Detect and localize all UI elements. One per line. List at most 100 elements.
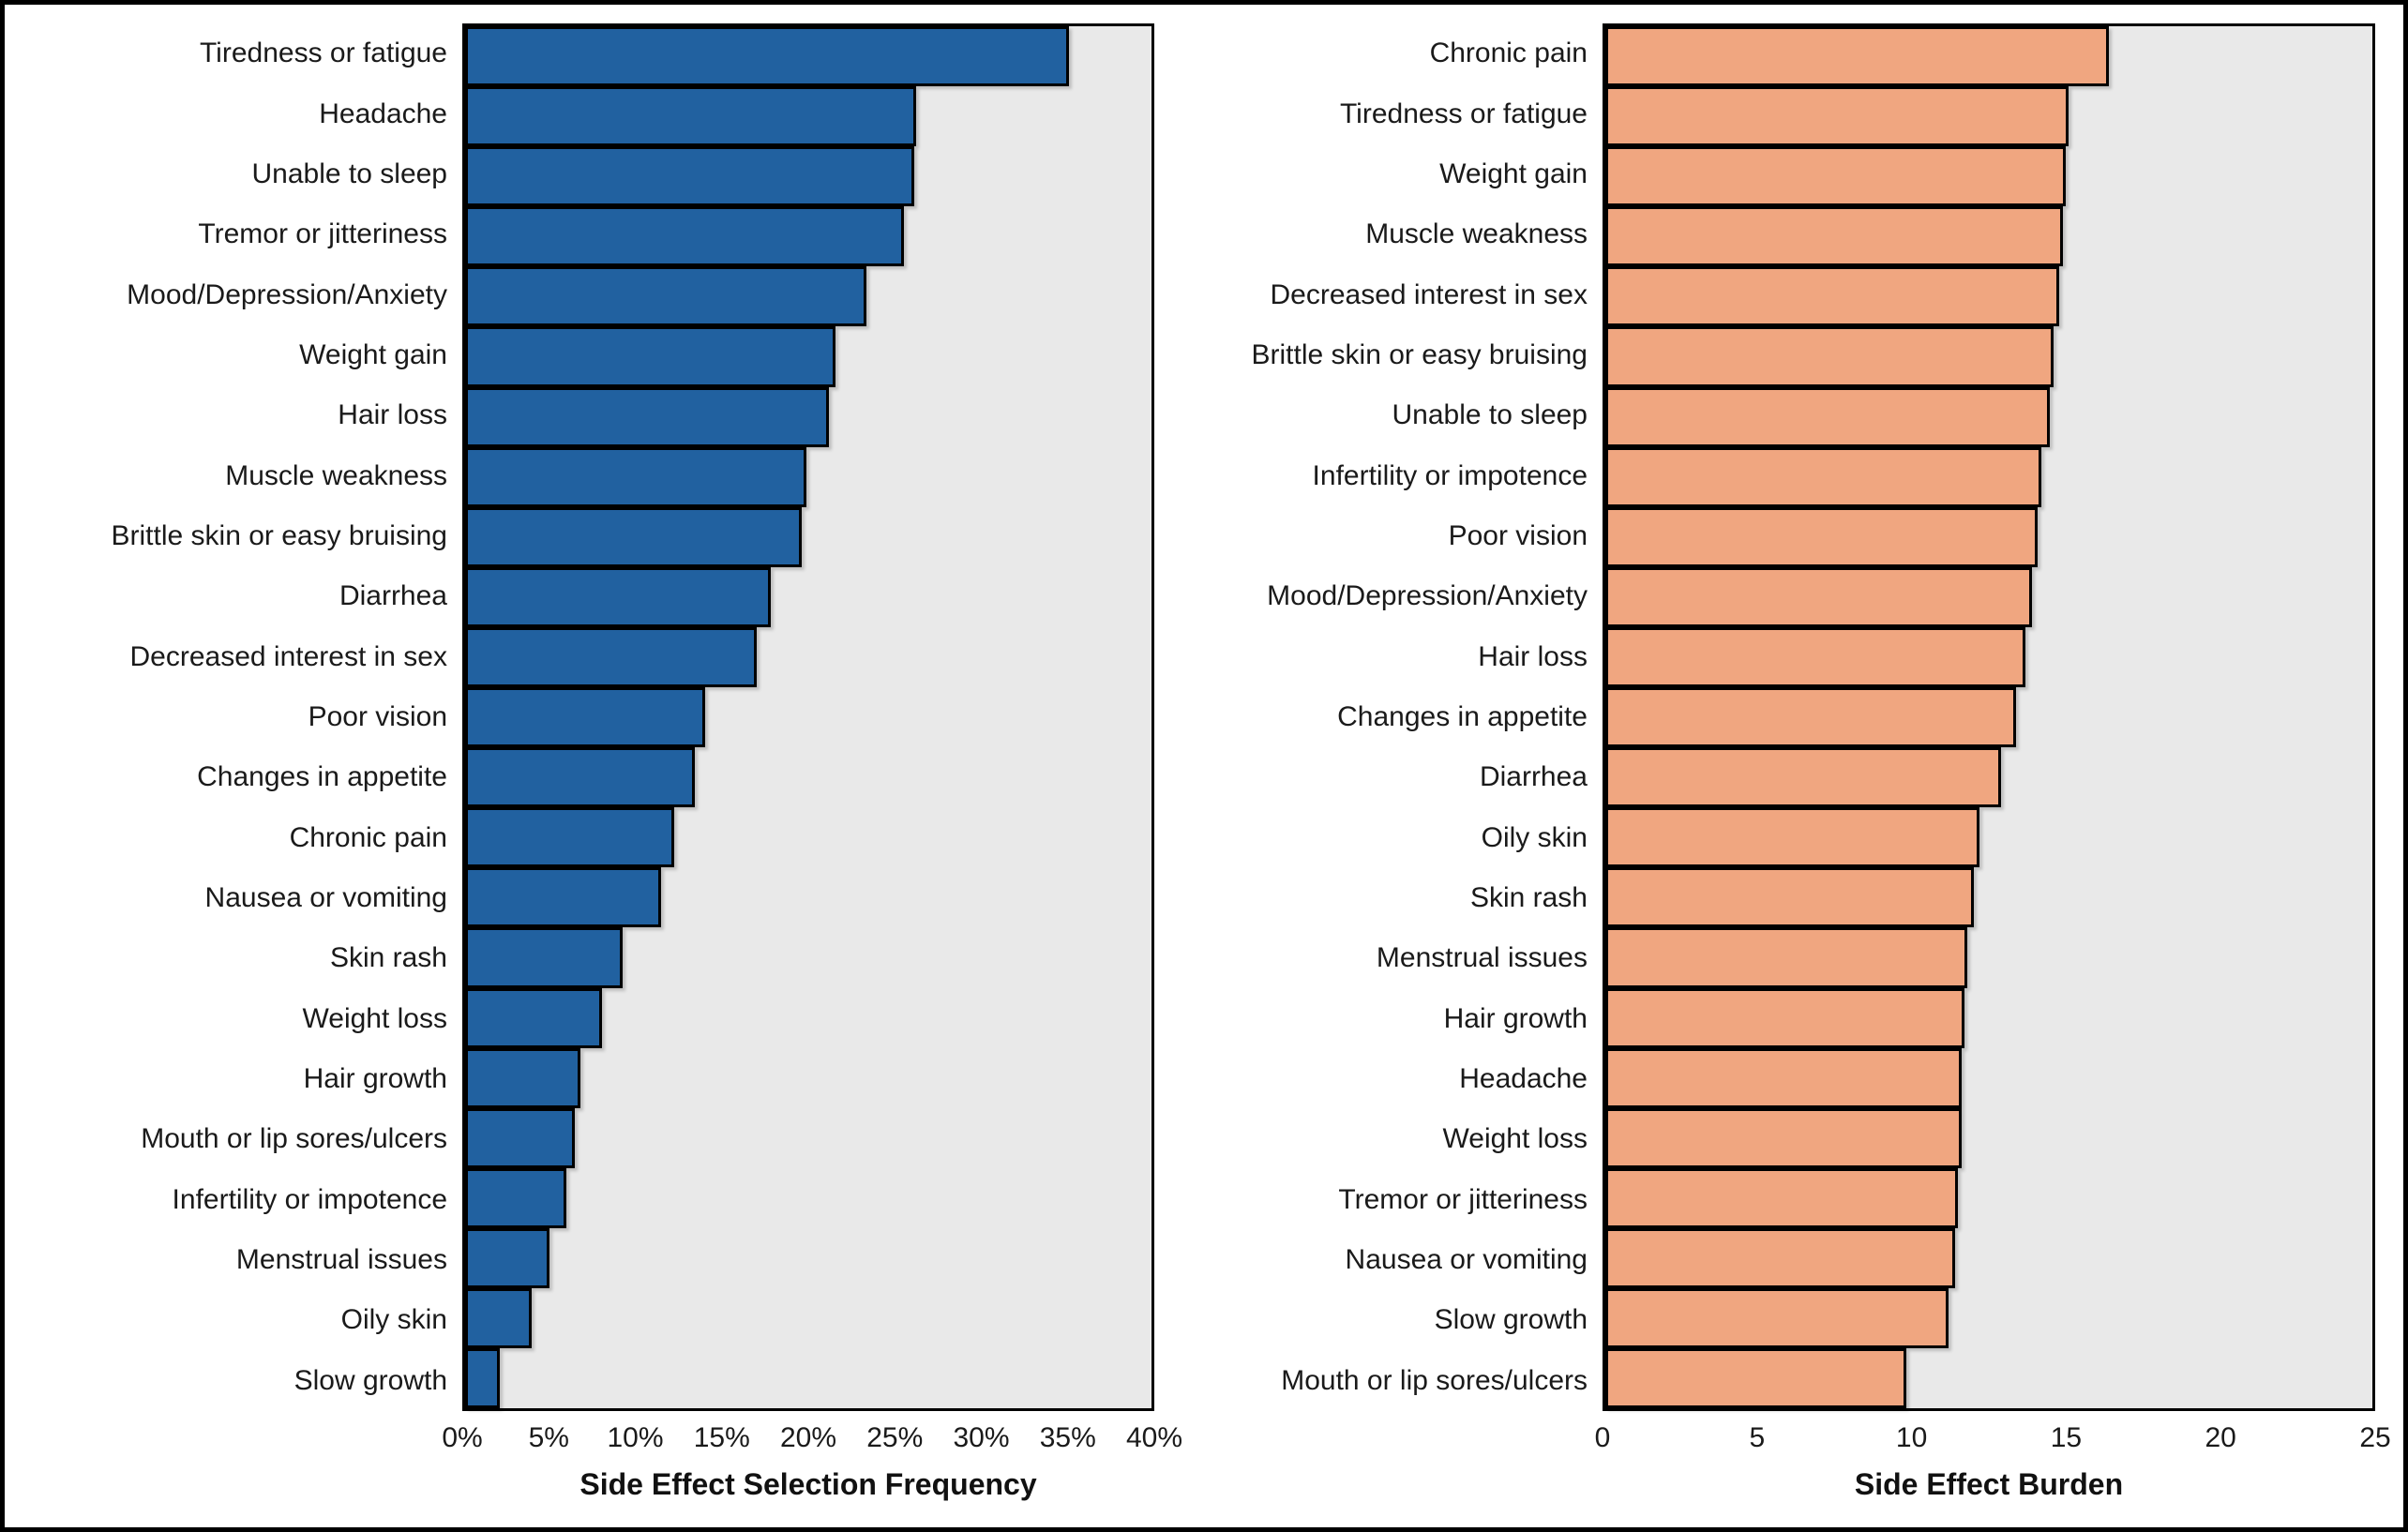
category-label: Unable to sleep xyxy=(251,158,447,189)
right-category-labels: Chronic pain Tiredness or fatigue Weight g… xyxy=(1164,23,1603,1411)
bar xyxy=(1605,446,2041,507)
category-label: Tremor or jitteriness xyxy=(1338,1183,1588,1215)
bar xyxy=(1605,566,2032,627)
bar xyxy=(1605,1047,1962,1108)
category-label: Poor vision xyxy=(1448,519,1588,551)
category-label: Weight gain xyxy=(1439,158,1588,189)
category-label: Tiredness or fatigue xyxy=(1339,98,1588,129)
bar-row xyxy=(465,26,1151,87)
bar xyxy=(1605,867,1974,928)
bar xyxy=(465,1047,580,1108)
bar xyxy=(465,687,706,748)
category-label: Brittle skin or easy bruising xyxy=(1251,338,1588,370)
bar xyxy=(465,1167,566,1228)
category-label: Skin rash xyxy=(1469,881,1588,913)
right-plot-area xyxy=(1603,23,2375,1411)
x-tick-label: 25 xyxy=(2359,1422,2391,1453)
bar-row xyxy=(1605,86,2372,147)
bar-row xyxy=(1605,206,2372,267)
right-x-axis: 0 5 10 15 20 25 xyxy=(1595,1411,2391,1464)
bar-row xyxy=(465,446,1151,507)
x-tick-label: 35% xyxy=(1039,1422,1096,1453)
bar-row xyxy=(465,1047,1151,1108)
bar-row xyxy=(1605,266,2372,327)
bar-row xyxy=(465,1107,1151,1168)
left-category-labels: Tiredness or fatigue Headache Unable to sl… xyxy=(18,23,462,1411)
bar xyxy=(465,506,802,567)
category-label: Hair loss xyxy=(1478,640,1588,672)
bar-row xyxy=(1605,1167,2372,1228)
bar xyxy=(465,807,675,868)
bar-row xyxy=(465,747,1151,808)
bar xyxy=(465,1348,500,1409)
category-label: Weight loss xyxy=(302,1002,447,1034)
right-x-axis-title: Side Effect Burden xyxy=(1854,1467,2124,1501)
bar xyxy=(465,1287,533,1349)
bar xyxy=(465,86,917,147)
bar-row xyxy=(465,266,1151,327)
bar xyxy=(465,566,771,627)
bar xyxy=(1605,1287,1949,1349)
bar xyxy=(1605,927,1968,988)
bar-row xyxy=(1605,867,2372,928)
category-label: Chronic pain xyxy=(289,821,447,853)
category-label: Brittle skin or easy bruising xyxy=(111,519,447,551)
bar xyxy=(1605,26,2109,87)
category-label: Oily skin xyxy=(340,1304,447,1336)
bar xyxy=(1605,1107,1962,1168)
left-x-axis-title: Side Effect Selection Frequency xyxy=(579,1467,1037,1501)
x-tick-label: 15% xyxy=(693,1422,750,1453)
category-label: Nausea or vomiting xyxy=(204,881,447,913)
category-label: Poor vision xyxy=(308,700,447,732)
bar-row xyxy=(465,86,1151,147)
bar-row xyxy=(465,386,1151,447)
bar-row xyxy=(1605,1287,2372,1349)
bar xyxy=(1605,1348,1906,1409)
bar xyxy=(465,987,603,1048)
bar xyxy=(1605,687,2017,748)
bar-row xyxy=(465,807,1151,868)
x-tick-label: 5% xyxy=(528,1422,569,1453)
x-tick-label: 10% xyxy=(607,1422,664,1453)
category-label: Muscle weakness xyxy=(225,459,447,491)
bar-row xyxy=(465,326,1151,387)
bar-row xyxy=(1605,1047,2372,1108)
left-plot-area xyxy=(462,23,1154,1411)
bar xyxy=(465,266,867,327)
bar xyxy=(465,1227,549,1288)
x-tick-label: 0% xyxy=(442,1422,483,1453)
bar xyxy=(1605,1167,1959,1228)
category-label: Skin rash xyxy=(329,942,447,974)
category-label: Tiredness or fatigue xyxy=(199,38,447,69)
bar xyxy=(1605,506,2039,567)
bar-row xyxy=(465,566,1151,627)
bar-row xyxy=(1605,446,2372,507)
bar xyxy=(1605,266,2060,327)
bar-row xyxy=(1605,987,2372,1048)
bar xyxy=(465,867,661,928)
bar-row xyxy=(1605,1107,2372,1168)
bar xyxy=(465,446,807,507)
bar xyxy=(1605,86,2069,147)
bar xyxy=(465,326,836,387)
category-label: Menstrual issues xyxy=(1376,942,1588,974)
bar-row xyxy=(465,687,1151,748)
bar xyxy=(1605,326,2054,387)
bar xyxy=(1605,146,2066,207)
category-label: Mouth or lip sores/ulcers xyxy=(141,1123,447,1155)
bar-row xyxy=(1605,506,2372,567)
x-tick-label: 20% xyxy=(779,1422,837,1453)
bar-row xyxy=(1605,687,2372,748)
bar-row xyxy=(1605,927,2372,988)
category-label: Slow growth xyxy=(293,1364,447,1396)
bar-row xyxy=(465,1167,1151,1228)
bar-row xyxy=(465,146,1151,207)
selection-frequency-chart-panel: Tiredness or fatigue Headache Unable to sl… xyxy=(18,23,1182,1522)
bar-row xyxy=(465,987,1151,1048)
bar xyxy=(1605,807,1980,868)
bar-row xyxy=(1605,386,2372,447)
left-x-axis: 0% 5% 10% 15% 20% 25% 30% 35% 40% xyxy=(442,1411,1182,1464)
bar-row xyxy=(465,867,1151,928)
bar xyxy=(465,26,1070,87)
